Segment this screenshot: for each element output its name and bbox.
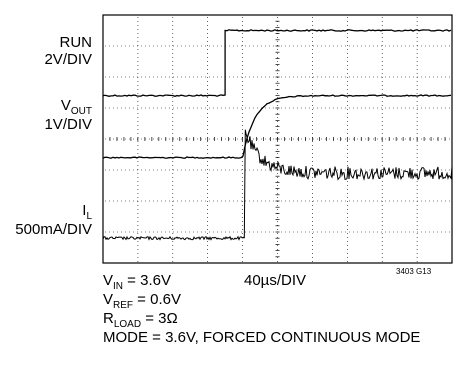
graticule	[102, 14, 453, 264]
vout-name: VOUT	[60, 97, 92, 117]
vout-scale: 1V/DIV	[44, 116, 92, 133]
condition-vref: VREF = 0.6V	[103, 291, 181, 311]
run-trace	[102, 29, 452, 97]
oscilloscope-screen	[102, 14, 453, 264]
condition-rload: RLOAD = 3Ω	[103, 310, 178, 330]
run-name: RUN	[59, 34, 93, 51]
il-name: IL	[82, 202, 92, 222]
il-label: IL 500mA/DIV	[15, 202, 92, 238]
vout-label: VOUT 1V/DIV	[44, 97, 92, 133]
inductor-current-trace	[102, 129, 453, 241]
figure-number: 3403 G13	[396, 267, 432, 276]
timebase-label: 40µs/DIV	[244, 272, 306, 289]
run-scale: 2V/DIV	[44, 51, 92, 68]
il-scale: 500mA/DIV	[15, 221, 92, 238]
vout-trace	[102, 94, 452, 159]
condition-mode: MODE = 3.6V, FORCED CONTINUOUS MODE	[103, 329, 421, 346]
screen-frame	[102, 14, 453, 264]
run-label: RUN 2V/DIV	[44, 34, 92, 68]
condition-vin: VIN = 3.6V	[103, 272, 171, 292]
